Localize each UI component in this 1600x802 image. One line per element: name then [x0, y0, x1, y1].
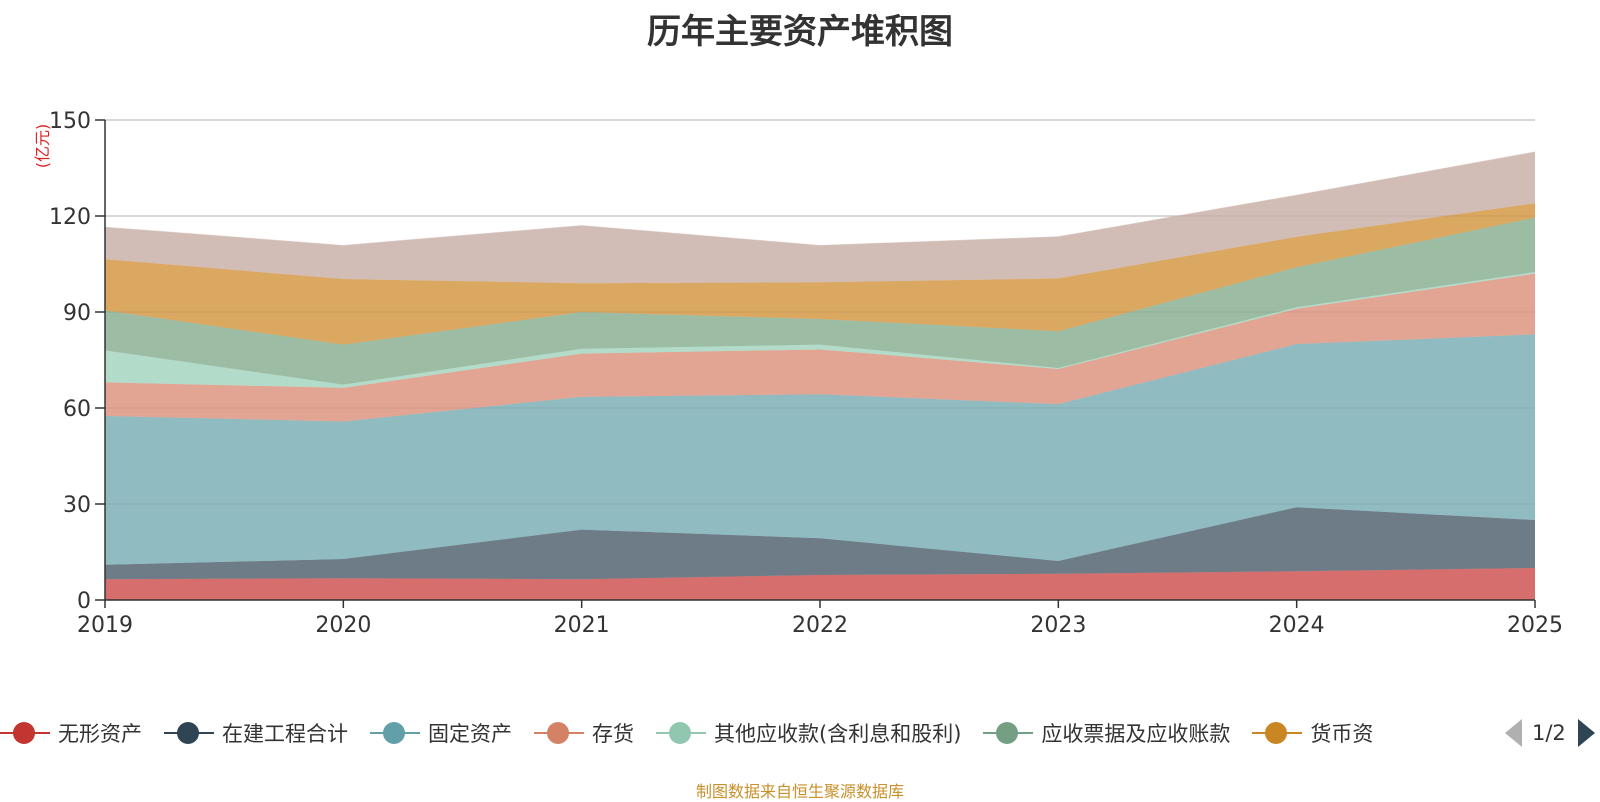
legend-item[interactable]: 在建工程合计	[164, 716, 348, 750]
x-tick-label: 2019	[77, 613, 133, 638]
y-tick-label: 120	[49, 205, 91, 230]
pager-next-icon[interactable]	[1577, 719, 1595, 747]
area-存货	[105, 273, 1535, 422]
legend-marker-icon	[983, 721, 1034, 745]
legend-marker-icon	[0, 721, 50, 745]
x-tick-label: 2022	[792, 613, 848, 638]
legend-item[interactable]: 固定资产	[370, 716, 512, 750]
area-在建工程合计	[105, 507, 1535, 580]
legend-item[interactable]: 其他应收款(含利息和股利)	[656, 716, 961, 750]
area-edge-其他	[104, 151, 1536, 246]
area-其他	[105, 152, 1535, 284]
x-tick-label: 2021	[554, 613, 610, 638]
y-tick-label: 0	[77, 589, 91, 614]
legend-pager: 1/2	[1505, 716, 1595, 750]
area-其他应收款(含利息和股利)	[105, 272, 1535, 388]
x-tick-label: 2020	[315, 613, 371, 638]
pager-page-indicator: 1/2	[1532, 721, 1566, 745]
y-tick-label: 90	[63, 301, 91, 326]
legend-label: 存货	[592, 722, 634, 746]
area-固定资产	[105, 334, 1535, 565]
legend-label: 货币资	[1310, 722, 1374, 746]
y-tick-label: 60	[63, 397, 91, 422]
chart-title: 历年主要资产堆积图	[647, 12, 953, 52]
legend-item[interactable]: 存货	[534, 716, 634, 750]
legend-marker-icon	[370, 721, 420, 745]
legend-items: 无形资产 在建工程合计 固定资产 存货 其他应收款(含利息和股利) 应收票据及应收账款 货币…	[0, 716, 1478, 750]
data-source-note: 制图数据来自恒生聚源数据库	[695, 782, 904, 801]
legend-item[interactable]: 应收票据及应收账款	[983, 716, 1230, 750]
x-tick-label: 2023	[1030, 613, 1086, 638]
legend-label: 固定资产	[428, 722, 512, 746]
legend-item[interactable]: 货币资	[1252, 716, 1373, 750]
area-货币资金	[105, 203, 1535, 345]
x-tick-label: 2025	[1507, 613, 1563, 638]
legend: 无形资产 在建工程合计 固定资产 存货 其他应收款(含利息和股利) 应收票据及应收账款 货币…	[0, 716, 1600, 750]
legend-marker-icon	[1252, 721, 1303, 745]
legend-marker-icon	[534, 721, 584, 745]
legend-marker-icon	[656, 721, 706, 745]
axes: 0 30 60 90 120 150 2019 2020 2021 2022 2023 2024 202…	[49, 109, 1563, 638]
area-无形资产	[105, 568, 1535, 600]
legend-item[interactable]: 无形资产	[0, 716, 142, 750]
stacked-area-chart: 0 30 60 90 120 150 2019 2020 2021 2022 2023 2024 202…	[33, 109, 1563, 638]
x-tick-label: 2024	[1269, 613, 1325, 638]
y-axis-unit-label: (亿元)	[33, 124, 52, 169]
area-series	[104, 151, 1536, 600]
legend-label: 在建工程合计	[222, 722, 348, 746]
legend-marker-icon	[164, 721, 214, 745]
y-tick-label: 150	[49, 109, 91, 134]
area-应收票据及应收账款	[105, 217, 1535, 385]
legend-label: 应收票据及应收账款	[1041, 722, 1231, 746]
y-tick-label: 30	[63, 493, 91, 518]
legend-label: 其他应收款(含利息和股利)	[714, 722, 962, 746]
pager-prev-icon[interactable]	[1505, 719, 1522, 747]
legend-label: 无形资产	[58, 722, 142, 746]
